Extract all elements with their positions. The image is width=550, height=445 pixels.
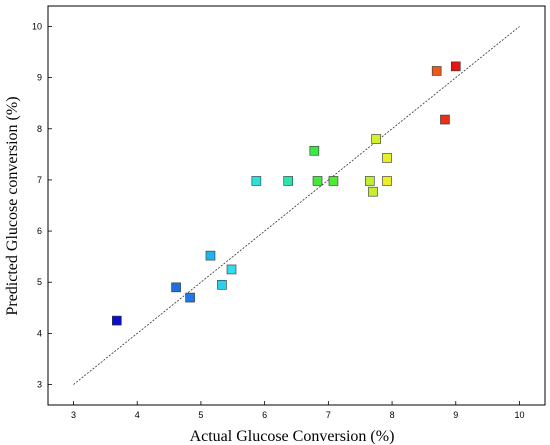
data-point: [112, 315, 122, 326]
data-point: [283, 176, 294, 186]
data-point: [309, 145, 320, 156]
x-axis: 3 4 5 6 7 8 9 10: [71, 401, 525, 420]
data-points: [112, 61, 461, 326]
data-point: [328, 176, 339, 186]
data-point: [217, 279, 227, 290]
x-tick-label: 10: [515, 410, 525, 420]
data-point: [185, 292, 195, 303]
data-point: [312, 176, 323, 186]
x-tick-label: 6: [262, 410, 267, 420]
data-point: [171, 282, 181, 293]
data-point: [226, 264, 237, 275]
x-axis-title: Actual Glucose Conversion (%): [190, 428, 395, 445]
x-tick-label: 5: [198, 410, 203, 420]
data-point: [382, 176, 392, 186]
data-point: [364, 176, 375, 186]
y-tick-label: 3: [37, 380, 42, 390]
x-tick-label: 9: [453, 410, 458, 420]
data-point: [440, 114, 450, 125]
data-point: [382, 153, 392, 163]
plot-frame: [47, 5, 546, 406]
y-tick-label: 5: [37, 277, 42, 287]
data-point: [368, 186, 378, 197]
x-tick-label: 7: [326, 410, 331, 420]
y-tick-label: 8: [37, 124, 42, 134]
y-axis-title: Predicted Glucose conversion (%): [4, 96, 21, 315]
x-tick-label: 8: [390, 410, 395, 420]
x-tick-label: 3: [71, 410, 76, 420]
data-point: [450, 61, 461, 72]
reference-line: [73, 26, 520, 385]
y-tick-label: 10: [32, 21, 42, 31]
y-tick-label: 4: [37, 328, 42, 338]
data-point: [251, 176, 262, 186]
x-tick-label: 4: [135, 410, 140, 420]
y-tick-label: 9: [37, 73, 42, 83]
y-tick-label: 6: [37, 226, 42, 236]
y-axis: 3 4 5 6 7 8 9 10: [32, 21, 52, 390]
data-point: [431, 66, 442, 76]
y-tick-label: 7: [37, 175, 42, 185]
data-point: [371, 134, 381, 144]
data-point: [205, 250, 216, 261]
